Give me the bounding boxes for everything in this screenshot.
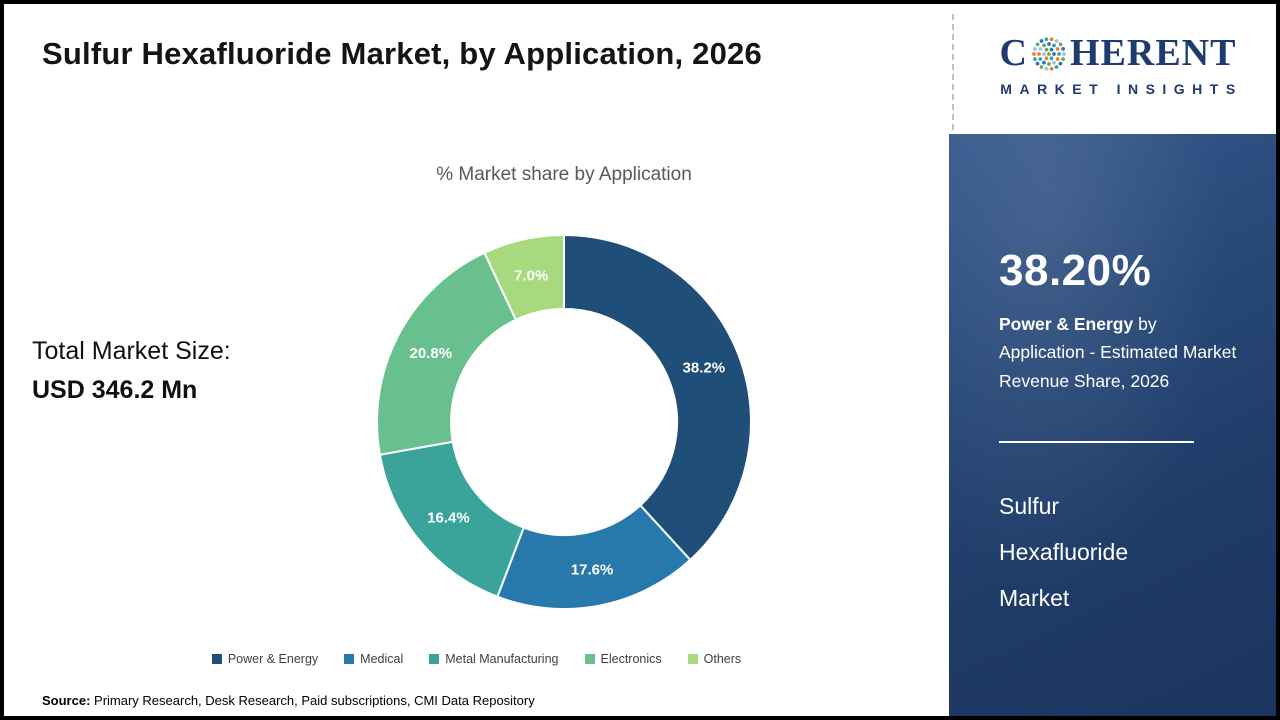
donut-slice-others [483, 234, 565, 321]
legend-item-metal-manufacturing: Metal Manufacturing [429, 652, 559, 666]
legend-swatch-icon [687, 654, 698, 664]
market-name-line-2: Hexafluoride [999, 539, 1129, 566]
source-text: Primary Research, Desk Research, Paid su… [90, 693, 535, 708]
stat-description-bold: Power & Energy [999, 314, 1134, 334]
legend-swatch-icon [211, 654, 222, 664]
sidebar-panel: 38.20% Power & Energy by Application - E… [949, 134, 1276, 716]
donut-slice-power-energy [563, 234, 752, 561]
legend-label: Others [703, 652, 742, 666]
legend-swatch-icon [344, 654, 355, 664]
logo-letter-c: C [999, 32, 1028, 74]
logo-tagline: MARKET INSIGHTS [1000, 81, 1243, 97]
donut-slice-electronics [376, 251, 517, 456]
stat-description: Power & Energy by Application - Estimate… [999, 310, 1237, 395]
logo-letters-rest: HERENT [1069, 32, 1237, 74]
stat-value: 38.20% [999, 246, 1152, 295]
total-market-size: Total Market Size: USD 346.2 Mn [32, 332, 231, 410]
legend-swatch-icon [429, 654, 440, 664]
logo-wordmark: C HERENT [1000, 34, 1237, 72]
chart-legend: Power & Energy Medical Metal Manufacturing… [4, 652, 949, 666]
donut-chart: 38.2% 17.6% 16.4% 20.8% 7.0% [376, 234, 752, 610]
brand-logo: C HERENT MARKET INSIGHTS [966, 34, 1270, 97]
slice-label-medical: 17.6% [571, 561, 614, 578]
total-market-size-label: Total Market Size: [32, 337, 231, 365]
legend-label: Metal Manufacturing [445, 652, 559, 666]
slice-label-electronics: 20.8% [410, 345, 453, 362]
legend-swatch-icon [584, 654, 595, 664]
legend-item-power-energy: Power & Energy [211, 652, 319, 666]
legend-label: Electronics [600, 652, 662, 666]
slice-label-power-energy: 38.2% [683, 360, 726, 377]
logo-globe-icon [1030, 35, 1068, 73]
legend-label: Power & Energy [227, 652, 319, 666]
separator-dashed-line [952, 14, 954, 130]
sidebar-divider [999, 441, 1194, 444]
chart-title: % Market share by Application [436, 164, 692, 185]
market-name-line-1: Sulfur [999, 493, 1060, 520]
legend-label: Medical [360, 652, 404, 666]
legend-item-others: Others [687, 652, 742, 666]
legend-item-medical: Medical [344, 652, 403, 666]
legend-item-electronics: Electronics [584, 652, 662, 666]
page-title: Sulfur Hexafluoride Market, by Applicati… [42, 36, 762, 71]
total-market-size-value: USD 346.2 Mn [32, 375, 198, 404]
slice-label-metal-manufacturing: 16.4% [427, 510, 470, 527]
source-note: Source: Primary Research, Desk Research,… [42, 693, 535, 708]
stat-description-rest: by Application - Estimated Market Revenu… [999, 314, 1237, 391]
source-label: Source: [42, 693, 91, 708]
slice-label-others: 7.0% [514, 268, 548, 285]
market-name: Sulfur Hexafluoride Market [999, 483, 1240, 621]
market-name-line-3: Market [999, 585, 1070, 612]
